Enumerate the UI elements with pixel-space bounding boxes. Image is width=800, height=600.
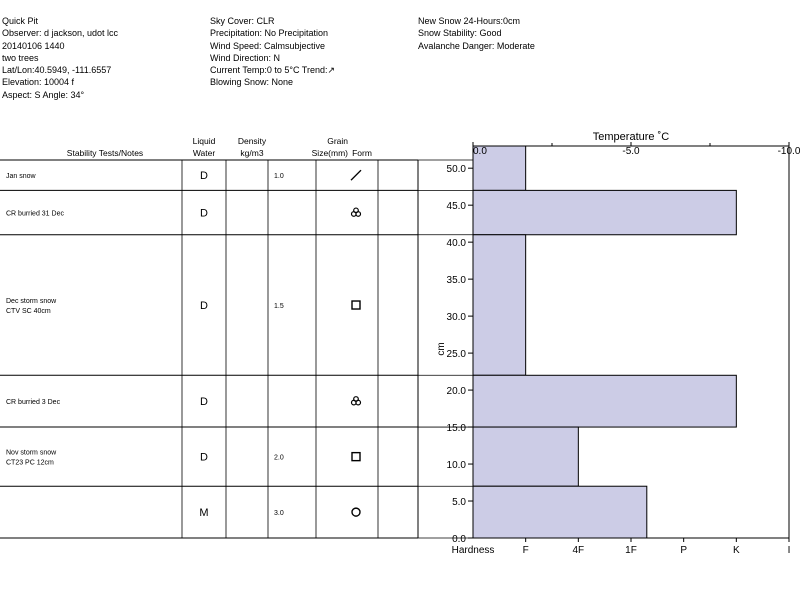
temperature-tick-label: -5.0 — [622, 146, 640, 157]
meta-col3-line: Snow Stability: Good — [418, 28, 502, 39]
height-tick-label: 20.0 — [447, 386, 467, 397]
header-liquid-water: Liquid Water — [192, 136, 216, 158]
square-icon — [351, 451, 361, 462]
trefoil-lobe — [355, 399, 362, 406]
hardness-bar — [472, 485, 648, 539]
temperature-tick-label: -10.0 — [778, 146, 800, 157]
meta-col3-line: New Snow 24-Hours:0cm — [418, 16, 521, 26]
layer-notes: Jan snow — [6, 173, 37, 180]
height-tick-label: 30.0 — [447, 312, 467, 323]
hardness-tick-label: P — [680, 545, 687, 556]
pit-info: Quick Pit Observer: d jackson, udot lcc 20… — [2, 15, 118, 101]
height-tick-label: 50.0 — [447, 164, 467, 175]
meta-col1-line: two trees — [2, 52, 39, 63]
meta-col2-line: Current Temp:0 to 5°C Trend:↗ — [210, 65, 336, 76]
stability-info: New Snow 24-Hours:0cm Snow Stability: Goo… — [418, 15, 535, 52]
height-tick-label: 15.0 — [447, 423, 467, 434]
meta-col2-line: Wind Direction: N — [210, 52, 281, 63]
height-tick-label: 35.0 — [447, 275, 467, 286]
height-tick-label: 10.0 — [447, 460, 467, 471]
meta-col1-line: Elevation: 10004 f — [2, 77, 75, 88]
meta-col3-line: Avalanche Danger: Moderate — [418, 40, 535, 51]
meta-col1-line: Aspect: S Angle: 34° — [2, 89, 85, 100]
layer-liquid-water: D — [200, 452, 208, 464]
layer-notes: CR burried 3 Dec — [6, 399, 61, 406]
hardness-tick-label: 4F — [572, 545, 584, 556]
hardness-bar — [472, 234, 527, 376]
circle-icon — [351, 507, 361, 517]
meta-col1-line: Observer: d jackson, udot lcc — [2, 28, 119, 39]
hardness-bar — [472, 426, 579, 487]
layer-grain-size: 1.5 — [274, 303, 284, 310]
height-tick-label: 25.0 — [447, 349, 467, 360]
meta-col2-line: Wind Speed: Calmsubjective — [210, 40, 326, 51]
meta-col1-line: Lat/Lon:40.5949, -111.6557 — [2, 65, 112, 76]
hardness-tick-label: 1F — [625, 545, 637, 556]
layer-liquid-water: D — [200, 396, 208, 408]
header-grain-size: Grain Size(mm) — [311, 136, 348, 158]
hardness-bar — [472, 374, 737, 428]
height-tick-label: 0.0 — [452, 534, 466, 545]
hardness-tick-label: K — [733, 545, 740, 556]
hardness-bar — [472, 189, 737, 236]
header-stability-tests: Stability Tests/Notes — [66, 148, 144, 158]
layer-notes: CTV SC 40cm — [6, 308, 51, 315]
hardness-axis-label: Hardness — [452, 545, 495, 556]
height-tick-label: 45.0 — [447, 201, 467, 212]
layer-grain-size: 2.0 — [274, 455, 284, 462]
temperature-tick-label: 0.0 — [473, 146, 487, 157]
height-axis-label: cm — [436, 342, 447, 355]
layer-grain-size: 1.0 — [274, 173, 284, 180]
layer-liquid-water: D — [200, 170, 208, 182]
slash-icon — [350, 169, 362, 181]
trefoil-icon — [350, 207, 362, 217]
hardness-tick-label: F — [523, 545, 529, 556]
height-tick-label: 40.0 — [447, 238, 467, 249]
layer-notes: CR burried 31 Dec — [6, 211, 64, 218]
layer-notes: CT23 PC 12cm — [6, 460, 54, 467]
trefoil-icon — [350, 396, 362, 406]
trefoil-lobe — [355, 211, 362, 217]
hardness-bar — [472, 145, 527, 191]
meta-col1-line: 20140106 1440 — [2, 40, 65, 51]
layer-liquid-water: D — [200, 300, 208, 312]
weather-info: Sky Cover: CLR Precipitation: No Precipit… — [210, 15, 335, 89]
meta-col2-line: Precipitation: No Precipitation — [210, 28, 329, 39]
meta-col2-line: Sky Cover: CLR — [210, 16, 275, 26]
layer-liquid-water: M — [199, 507, 208, 519]
square-icon — [351, 300, 361, 310]
meta-col2-line: Blowing Snow: None — [210, 77, 294, 88]
layer-notes: Dec storm snow — [6, 298, 57, 305]
header-form: Form — [352, 148, 372, 158]
height-tick-label: 5.0 — [452, 497, 466, 508]
hardness-tick-label: I — [788, 545, 791, 556]
layer-liquid-water: D — [200, 208, 208, 220]
layer-notes: Nov storm snow — [6, 450, 57, 457]
header-density: Density kg/m3 — [237, 136, 267, 158]
layer-grain-size: 3.0 — [274, 510, 284, 517]
temperature-axis-title: Temperature ˚C — [593, 131, 669, 143]
meta-col1-line: Quick Pit — [2, 16, 39, 26]
